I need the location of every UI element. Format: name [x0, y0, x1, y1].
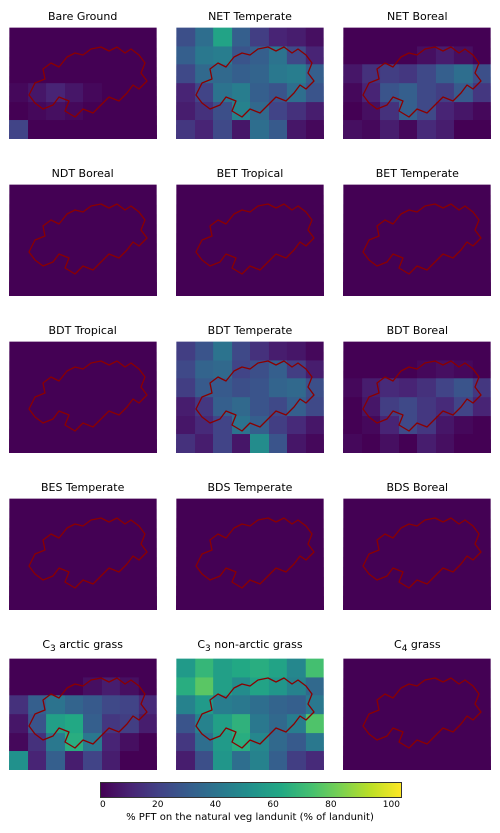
heatmap	[176, 658, 324, 770]
panel-1: NET Temperate	[173, 10, 326, 139]
panel-10: BDS Temperate	[173, 481, 326, 610]
panel-11: BDS Boreal	[341, 481, 494, 610]
panel-6: BDT Tropical	[6, 324, 159, 453]
panel-2: NET Boreal	[341, 10, 494, 139]
panel-13: C3 non-arctic grass	[173, 638, 326, 770]
colorbar-tick: 20	[152, 800, 163, 810]
panel-title: BDT Tropical	[49, 324, 117, 337]
colorbar-ticks: 0 20 40 60 80 100	[100, 800, 400, 810]
panel-title: C3 arctic grass	[42, 638, 123, 654]
colorbar-tick: 80	[325, 800, 336, 810]
heatmap	[176, 341, 324, 453]
heatmap	[9, 658, 157, 770]
panel-title: BET Temperate	[376, 167, 459, 180]
panel-grid: Bare Ground NET Temperate NET Boreal NDT Bo…	[6, 10, 494, 770]
panel-title: Bare Ground	[48, 10, 117, 23]
panel-title: BET Tropical	[217, 167, 284, 180]
heatmap	[343, 184, 491, 296]
colorbar-tick: 40	[210, 800, 221, 810]
panel-title: BDS Temperate	[208, 481, 293, 494]
heatmap	[176, 27, 324, 139]
heatmap	[9, 341, 157, 453]
colorbar-tick: 0	[100, 800, 106, 810]
panel-7: BDT Temperate	[173, 324, 326, 453]
heatmap	[343, 27, 491, 139]
colorbar-gradient	[100, 782, 402, 798]
colorbar: 0 20 40 60 80 100 % PFT on the natural veg la…	[100, 782, 400, 823]
panel-14: C4 grass	[341, 638, 494, 770]
panel-0: Bare Ground	[6, 10, 159, 139]
heatmap	[176, 184, 324, 296]
panel-9: BES Temperate	[6, 481, 159, 610]
panel-title: BES Temperate	[41, 481, 124, 494]
panel-title: BDT Temperate	[208, 324, 293, 337]
heatmap	[176, 498, 324, 610]
heatmap	[9, 27, 157, 139]
panel-title: NDT Boreal	[52, 167, 114, 180]
panel-5: BET Temperate	[341, 167, 494, 296]
colorbar-label: % PFT on the natural veg landunit (% of …	[100, 812, 400, 823]
panel-title: C4 grass	[394, 638, 441, 654]
panel-8: BDT Boreal	[341, 324, 494, 453]
panel-title: C3 non-arctic grass	[197, 638, 302, 654]
heatmap	[9, 498, 157, 610]
panel-title: NET Temperate	[208, 10, 292, 23]
panel-title: BDS Boreal	[387, 481, 449, 494]
panel-12: C3 arctic grass	[6, 638, 159, 770]
panel-title: NET Boreal	[387, 10, 448, 23]
panel-title: BDT Boreal	[387, 324, 448, 337]
panel-3: NDT Boreal	[6, 167, 159, 296]
heatmap	[343, 498, 491, 610]
heatmap	[9, 184, 157, 296]
heatmap	[343, 658, 491, 770]
colorbar-tick: 60	[267, 800, 278, 810]
panel-4: BET Tropical	[173, 167, 326, 296]
heatmap	[343, 341, 491, 453]
colorbar-tick: 100	[383, 800, 400, 810]
